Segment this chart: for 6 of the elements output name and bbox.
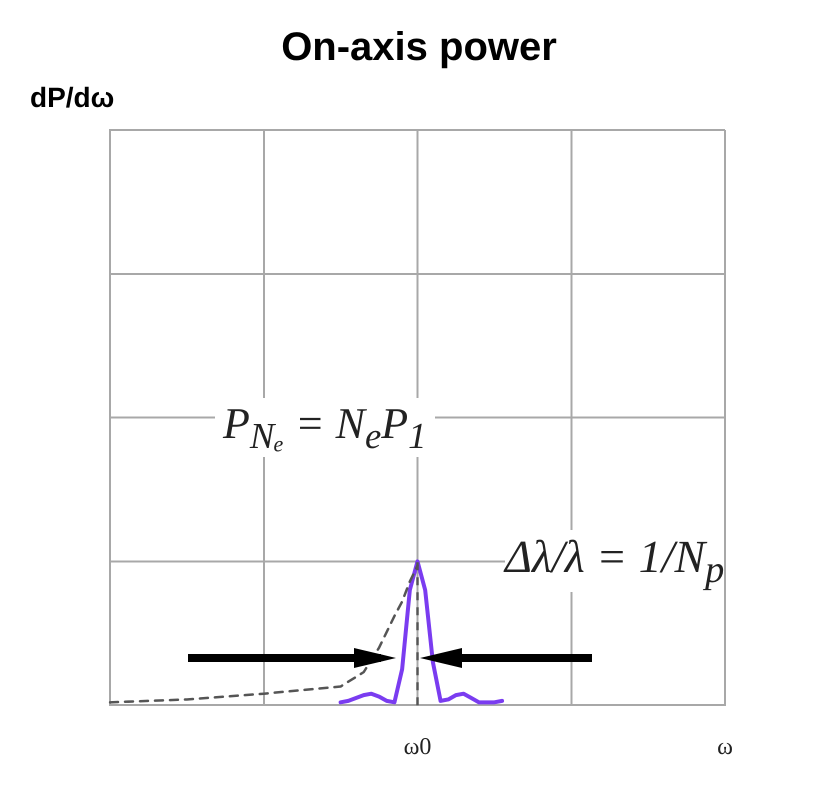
x-tick-label: ω0 xyxy=(404,734,432,760)
x-tick-label: ω xyxy=(717,734,733,760)
text: P$_{Nₑ}$ = N$_{e}$P$_{1}$ xyxy=(215,398,434,457)
chart-title: On-axis power xyxy=(280,25,558,70)
annotation: Δλ/λ = 1/N$_{p}$ xyxy=(505,530,724,592)
text: dP/dω xyxy=(30,82,114,114)
